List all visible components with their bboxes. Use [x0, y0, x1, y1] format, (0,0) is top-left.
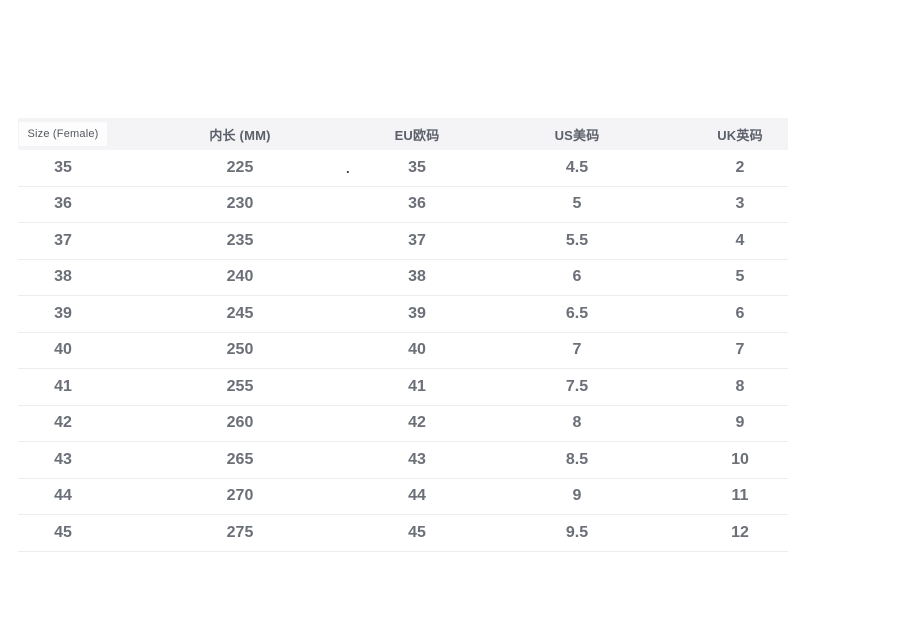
table-row: 43 265 43 8.5 10	[18, 442, 788, 479]
cell-size-female: 42	[54, 414, 72, 432]
cell-us-size: 9	[572, 487, 582, 505]
cell-inner-length-mm: 270	[226, 487, 254, 505]
column-header-label: 内长 (MM)	[209, 127, 271, 143]
cell-inner-length-mm: 250	[226, 341, 254, 359]
cell-us-size: 8.5	[565, 450, 589, 468]
column-header-label: US美码	[554, 127, 600, 143]
cell-eu-size: 42	[408, 414, 426, 432]
column-header-label: UK英码	[717, 127, 763, 143]
column-header-us-size: US美码	[462, 125, 692, 144]
cell-size-female: 35	[54, 158, 72, 176]
cell-size-female: 41	[54, 377, 72, 395]
cell-us-size: 5	[572, 195, 582, 213]
cell-eu-size: 35	[408, 158, 426, 176]
table-row: 38 240 38 6 5	[18, 260, 788, 296]
cell-uk-size: 9	[735, 414, 745, 432]
cell-us-size: 7	[572, 341, 582, 359]
cell-size-female: 37	[54, 231, 72, 249]
cell-size-female: 40	[54, 341, 72, 359]
column-header-label: EU欧码	[394, 127, 440, 143]
cell-size-female: 43	[54, 450, 72, 468]
cell-inner-length-mm: 260	[226, 414, 254, 432]
cell-inner-length-mm: 255	[226, 377, 254, 395]
column-header-size-female: Size (Female)	[18, 122, 108, 146]
table-row: 40 250 40 7 7	[18, 333, 788, 369]
cell-uk-size: 7	[735, 341, 745, 359]
cell-inner-length-mm: 275	[226, 523, 254, 541]
table-row: 45 275 45 9.5 12	[18, 515, 788, 552]
cell-uk-size: 5	[735, 268, 745, 286]
cell-uk-size: 11	[731, 487, 749, 505]
cell-eu-size: 39	[408, 304, 426, 322]
cell-inner-length-mm: 235	[226, 231, 254, 249]
stray-dot-artifact: .	[346, 161, 350, 176]
cell-us-size: 5.5	[565, 231, 589, 249]
cell-eu-size: 45	[408, 523, 426, 541]
cell-us-size: 4.5	[565, 158, 589, 176]
column-header-label: Size (Female)	[19, 122, 107, 146]
cell-uk-size: 4	[735, 231, 745, 249]
cell-uk-size: 6	[735, 304, 745, 322]
cell-eu-size: 36	[408, 195, 426, 213]
cell-inner-length-mm: 225	[226, 158, 254, 176]
cell-eu-size: 37	[408, 231, 426, 249]
cell-size-female: 38	[54, 268, 72, 286]
cell-us-size: 6.5	[565, 304, 589, 322]
cell-inner-length-mm: 265	[226, 450, 254, 468]
table-header-row: Size (Female) 内长 (MM) EU欧码 US美码 UK英码	[18, 118, 788, 150]
cell-uk-size: 3	[735, 195, 745, 213]
cell-uk-size: 12	[731, 523, 749, 541]
cell-uk-size: 10	[731, 450, 749, 468]
cell-inner-length-mm: 245	[226, 304, 254, 322]
cell-us-size: 8	[572, 414, 582, 432]
cell-size-female: 36	[54, 195, 72, 213]
cell-uk-size: 2	[735, 158, 745, 176]
cell-us-size: 9.5	[565, 523, 589, 541]
table-row: 37 235 37 5.5 4	[18, 223, 788, 260]
column-header-eu-size: EU欧码	[372, 125, 462, 144]
table-row: 41 255 41 7.5 8	[18, 369, 788, 406]
cell-eu-size: 43	[408, 450, 426, 468]
table-row: 35 225 35 4.5 2	[18, 150, 788, 187]
cell-us-size: 7.5	[565, 377, 589, 395]
cell-eu-size: 41	[408, 377, 426, 395]
column-header-inner-length-mm: 内长 (MM)	[108, 125, 372, 144]
cell-size-female: 39	[54, 304, 72, 322]
table-row: 44 270 44 9 11	[18, 479, 788, 515]
cell-eu-size: 44	[408, 487, 426, 505]
column-header-uk-size: UK英码	[692, 125, 788, 144]
cell-size-female: 44	[54, 487, 72, 505]
shoe-size-chart-table: Size (Female) 内长 (MM) EU欧码 US美码 UK英码 35 225 35…	[18, 118, 788, 552]
cell-size-female: 45	[54, 523, 72, 541]
cell-uk-size: 8	[735, 377, 745, 395]
cell-inner-length-mm: 240	[226, 268, 254, 286]
cell-inner-length-mm: 230	[226, 195, 254, 213]
table-row: 39 245 39 6.5 6	[18, 296, 788, 333]
cell-eu-size: 38	[408, 268, 426, 286]
table-row: 42 260 42 8 9	[18, 406, 788, 442]
cell-eu-size: 40	[408, 341, 426, 359]
cell-us-size: 6	[572, 268, 582, 286]
table-body: 35 225 35 4.5 2 36 230 36 5 3 37 235 37 5.5 4 38 240 38 6 5…	[18, 150, 788, 552]
table-row: 36 230 36 5 3	[18, 187, 788, 223]
